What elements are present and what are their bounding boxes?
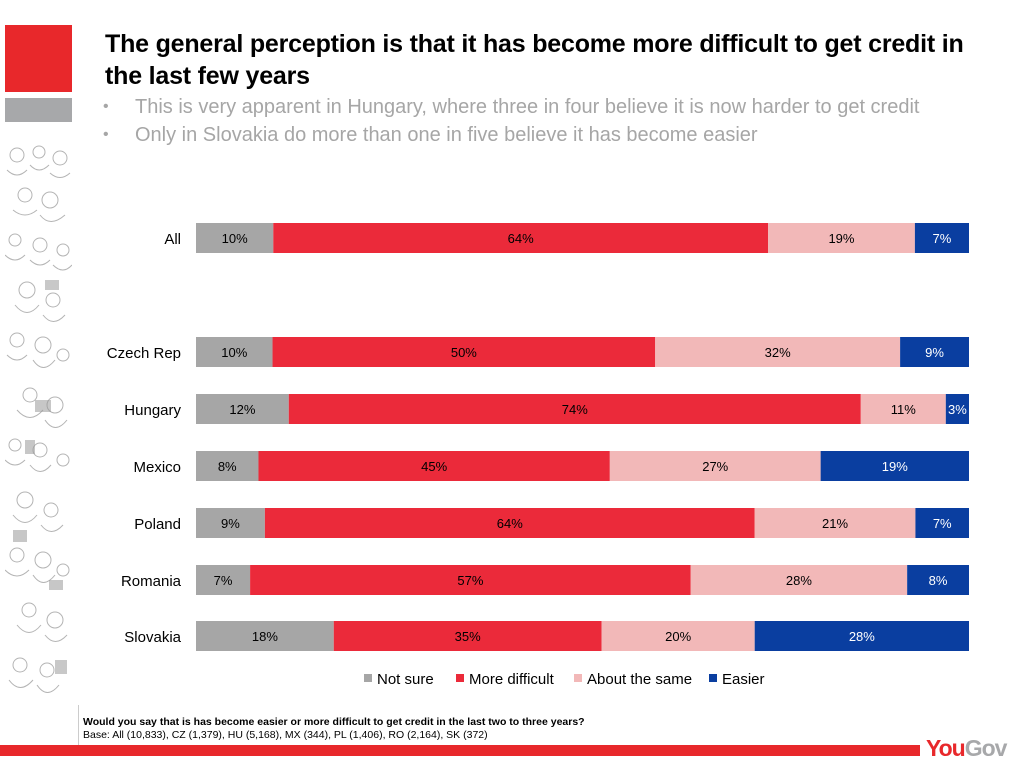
legend-swatch [574,674,582,682]
data-label: 21% [822,516,848,531]
data-label: 11% [891,402,916,417]
brand-grey-block [5,98,72,122]
category-label: Czech Rep [107,345,181,362]
data-label: 12% [229,402,255,417]
data-label: 28% [849,629,875,644]
bar-segment-more-difficult [250,565,691,595]
base-sizes: Base: All (10,833), CZ (1,379), HU (5,16… [83,729,488,741]
data-label: 35% [455,629,481,644]
bar-segment-more-difficult [273,223,769,253]
data-label: 57% [457,573,483,588]
legend-swatch [709,674,717,682]
bar-segment-more-difficult [258,451,610,481]
data-label: 10% [221,345,247,360]
data-label: 8% [218,459,237,474]
bar-segment-about-the-same [754,508,916,538]
bar-segment-easier [945,394,969,424]
category-label: All [164,231,181,248]
data-label: 7% [933,516,952,531]
category-label: Mexico [133,459,181,476]
brand-red-block [5,25,72,92]
crowd-illustration [5,145,72,693]
data-label: 8% [929,573,948,588]
legend-label: More difficult [469,671,555,688]
data-label: 45% [421,459,447,474]
data-label: 74% [562,402,588,417]
bar-segment-not-sure [196,565,251,595]
stacked-bar-chart: All 10% 64% 19% 7% Czech Rep 10% 50% 32% 9% Hungar… [107,223,969,688]
key-finding-bullet: Only in Slovakia do more than one in fiv… [100,123,1000,147]
data-label: 19% [828,231,854,246]
legend-label: About the same [587,671,692,688]
bar-segment-about-the-same [768,223,915,253]
bar-segment-easier [914,223,969,253]
bar-segment-about-the-same [860,394,946,424]
survey-question: Would you say that is has become easier … [83,716,585,728]
data-label: 19% [882,459,908,474]
key-findings-list: This is very apparent in Hungary, where … [100,95,1000,151]
bar-segment-easier [900,337,969,367]
bar-segment-about-the-same [601,621,755,651]
footnote: Would you say that is has become easier … [83,716,585,742]
category-label: Hungary [124,402,181,419]
bar-segment-more-difficult [288,394,861,424]
bar-segment-about-the-same [690,565,908,595]
data-label: 28% [786,573,812,588]
bar-segment-not-sure [196,451,259,481]
bar-segment-not-sure [196,223,274,253]
bar-segment-about-the-same [655,337,901,367]
data-label: 50% [451,345,477,360]
category-label: Poland [134,516,181,533]
bar-segment-not-sure [196,394,289,424]
category-label: Romania [121,573,182,590]
data-label: 10% [222,231,248,246]
bar-segment-not-sure [196,337,273,367]
bar-segment-easier [820,451,969,481]
category-label: Slovakia [124,629,181,646]
page-title: The general perception is that it has be… [105,30,964,90]
data-label: 3% [948,402,967,417]
data-label: 9% [925,345,944,360]
data-label: 32% [765,345,791,360]
data-label: 20% [665,629,691,644]
bar-segment-more-difficult [264,508,755,538]
data-label: 27% [702,459,728,474]
yougov-logo: YouGov [926,735,1007,761]
bar-segment-more-difficult [333,621,602,651]
data-label: 64% [497,516,523,531]
bar-segment-easier [754,621,969,651]
bar-segment-easier [915,508,969,538]
legend-label: Not sure [377,671,434,688]
bar-segment-about-the-same [609,451,821,481]
data-label: 7% [214,573,233,588]
data-label: 64% [508,231,534,246]
footer-bar [0,745,920,756]
legend-swatch [364,674,372,682]
data-label: 18% [252,629,278,644]
data-label: 9% [221,516,240,531]
bar-segment-not-sure [196,508,265,538]
key-finding-bullet: This is very apparent in Hungary, where … [100,95,1000,119]
legend-swatch [456,674,464,682]
data-label: 7% [933,231,952,246]
bar-segment-more-difficult [272,337,656,367]
legend-label: Easier [722,671,765,688]
footnote-divider [78,705,79,745]
bar-segment-not-sure [196,621,334,651]
bar-segment-easier [907,565,969,595]
